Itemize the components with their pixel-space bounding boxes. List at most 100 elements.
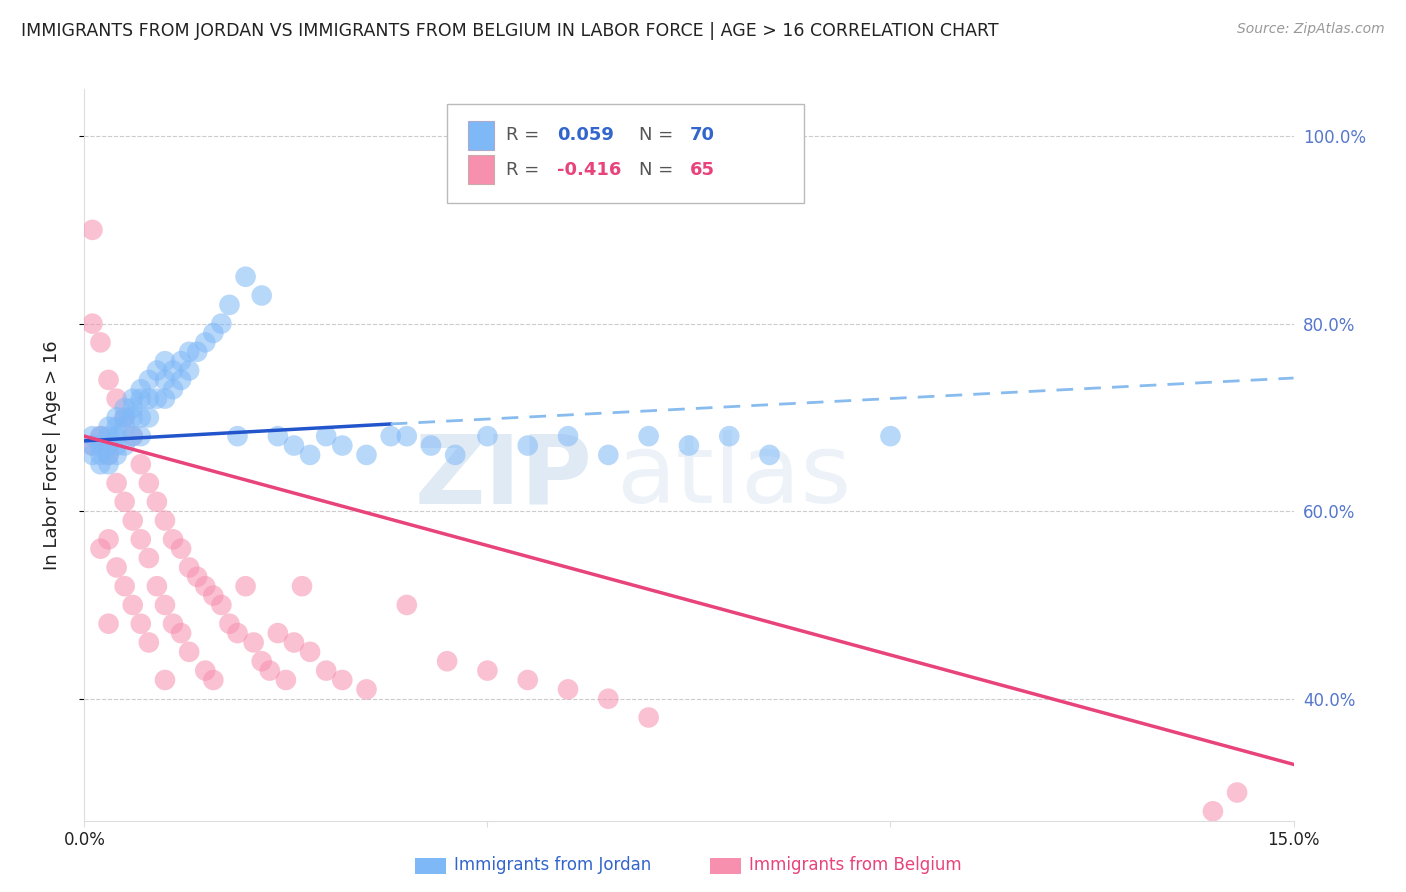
Point [105,560,128,574]
Point [194,335,217,350]
Y-axis label: In Labor Force | Age > 16: In Labor Force | Age > 16 [42,340,60,570]
Point [97,438,120,452]
Point [879,429,901,443]
Point [218,616,240,631]
Text: ZIP: ZIP [415,430,592,524]
Text: R =: R = [506,127,546,145]
Point [138,635,160,649]
Text: -0.416: -0.416 [557,161,621,178]
Point [129,616,152,631]
Point [299,645,322,659]
Point [97,533,120,547]
Point [274,673,297,687]
Point [218,298,240,312]
Point [598,448,620,462]
Point [89,438,111,452]
Point [129,458,152,472]
Point [209,317,232,331]
Point [170,373,193,387]
Point [162,616,184,631]
Point [436,654,458,668]
Point [162,533,184,547]
Point [477,664,499,678]
FancyBboxPatch shape [468,155,495,185]
Point [226,626,249,640]
Point [105,429,128,443]
Text: Immigrants from Jordan: Immigrants from Jordan [454,856,651,874]
Point [97,458,120,472]
Text: N =: N = [640,161,679,178]
Point [516,673,538,687]
Point [557,682,579,697]
Point [105,438,128,452]
Text: R =: R = [506,161,546,178]
Point [153,354,176,368]
Point [114,410,136,425]
Point [250,654,273,668]
Point [121,429,143,443]
Point [121,514,143,528]
Point [153,673,176,687]
Point [291,579,314,593]
Point [283,635,305,649]
Point [89,448,111,462]
Point [121,429,143,443]
Point [82,223,104,237]
Point [420,438,443,452]
Text: 70: 70 [690,127,716,145]
Point [146,392,169,406]
Point [121,410,143,425]
Point [1202,804,1225,818]
Point [718,429,741,443]
Text: N =: N = [640,127,679,145]
Point [138,392,160,406]
Point [153,373,176,387]
Text: 65: 65 [690,161,716,178]
Point [179,645,201,659]
Point [170,626,193,640]
Point [97,419,120,434]
Point [202,673,225,687]
Point [129,410,152,425]
Text: Immigrants from Belgium: Immigrants from Belgium [749,856,962,874]
Point [89,458,111,472]
Point [114,401,136,415]
Point [153,598,176,612]
Point [209,598,232,612]
Point [146,579,169,593]
Point [97,616,120,631]
Point [129,392,152,406]
Point [82,448,104,462]
Point [162,363,184,377]
Point [105,476,128,491]
Point [194,579,217,593]
Point [516,438,538,452]
Point [678,438,700,452]
FancyBboxPatch shape [468,120,495,150]
Point [267,429,290,443]
Point [121,401,143,415]
Point [82,429,104,443]
Point [114,438,136,452]
Point [105,410,128,425]
Point [138,476,160,491]
Point [315,429,337,443]
Point [283,438,305,452]
Point [121,392,143,406]
Point [114,410,136,425]
Point [250,288,273,302]
Point [557,429,579,443]
Point [444,448,467,462]
Point [395,429,418,443]
Point [356,682,378,697]
Point [114,579,136,593]
Point [194,664,217,678]
Point [330,438,353,452]
Point [186,570,208,584]
Point [153,392,176,406]
Point [97,448,120,462]
Point [114,419,136,434]
Point [202,589,225,603]
Point [129,429,152,443]
Point [162,382,184,396]
